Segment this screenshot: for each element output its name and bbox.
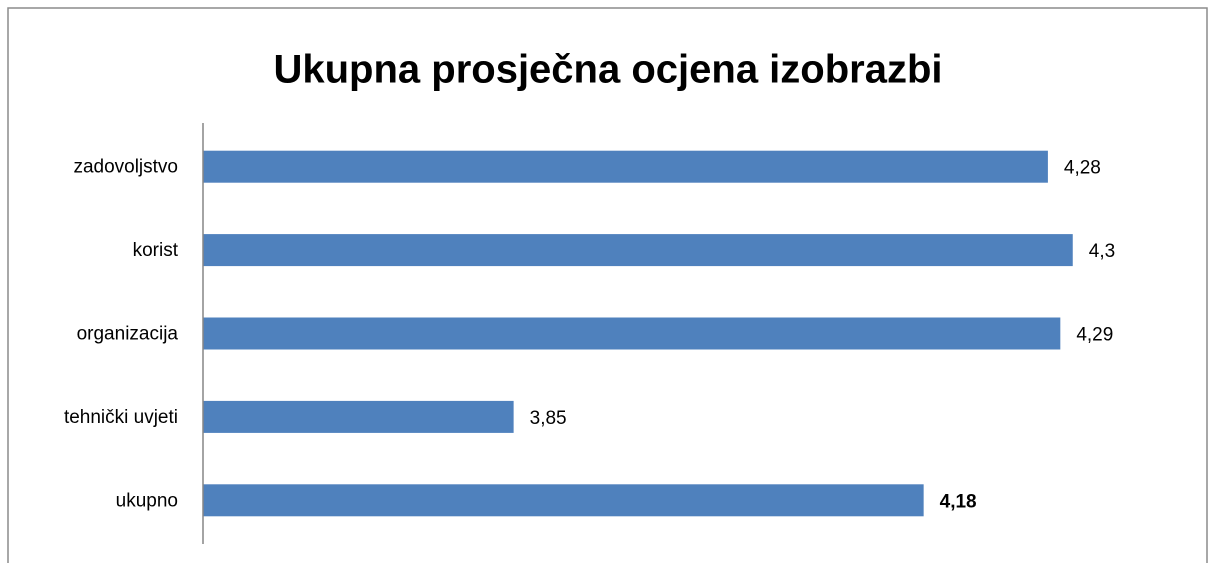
value-label: 4,18 (940, 491, 977, 512)
chart-frame (7, 7, 1208, 563)
bar (203, 317, 1061, 350)
value-label: 4,3 (1089, 241, 1115, 262)
value-label: 3,85 (530, 408, 567, 429)
bar (203, 234, 1073, 267)
y-tick-label: zadovoljstvo (73, 157, 178, 178)
value-label: 4,28 (1064, 158, 1101, 179)
y-tick-label: tehnički uvjeti (64, 407, 178, 428)
bar (203, 400, 514, 433)
y-tick-label: korist (133, 240, 179, 261)
y-tick-label: organizacija (77, 324, 179, 345)
y-tick-label: ukupno (116, 490, 178, 511)
bar (203, 150, 1048, 183)
chart-title: Ukupna prosječna ocjena izobrazbi (273, 48, 942, 92)
value-label: 4,29 (1076, 325, 1113, 346)
bar (203, 484, 924, 517)
